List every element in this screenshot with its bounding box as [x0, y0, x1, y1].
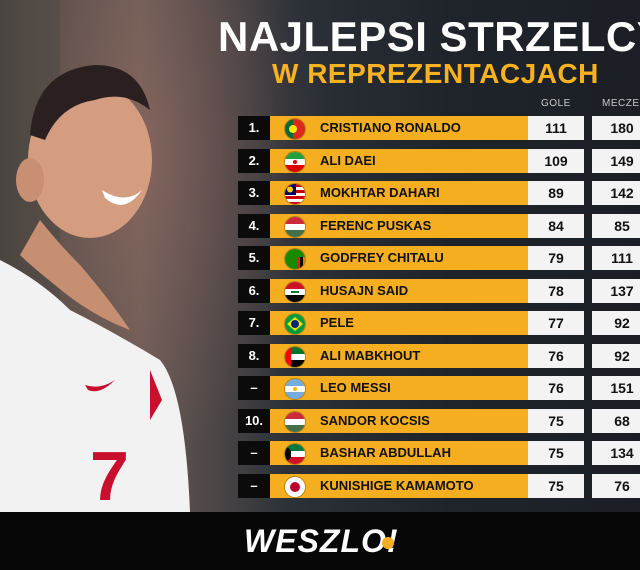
player-name: MOKHTAR DAHARI — [320, 185, 440, 200]
apps-value: 85 — [592, 213, 640, 238]
portugal-flag-icon — [284, 118, 306, 140]
player-name: FERENC PUSKAS — [320, 217, 432, 233]
player-bar — [270, 116, 556, 140]
apps-value: 134 — [592, 441, 640, 465]
hungary-flag-icon — [284, 215, 306, 238]
player-bar — [270, 343, 556, 368]
rank-label: 1. — [238, 116, 270, 140]
footer-bar — [0, 512, 640, 570]
brazil-flag-icon — [284, 313, 306, 335]
table-row: 8. ALI MABKHOUT 76 92 — [238, 343, 640, 368]
table-row: – BASHAR ABDULLAH 75 134 — [238, 441, 640, 465]
table-row: 1. CRISTIANO RONALDO 111 180 — [238, 116, 640, 140]
player-name: PELE — [320, 315, 354, 330]
apps-value: 137 — [592, 278, 640, 303]
player-name: ALI MABKHOUT — [320, 347, 421, 363]
iran-flag-icon — [284, 150, 306, 173]
player-bar — [270, 213, 556, 238]
apps-value: 92 — [592, 311, 640, 335]
rank-label: – — [238, 441, 270, 465]
goals-value: 111 — [528, 116, 584, 140]
apps-value: 151 — [592, 376, 640, 400]
goals-value: 76 — [528, 376, 584, 400]
player-name: CRISTIANO RONALDO — [320, 120, 461, 135]
player-name: BASHAR ABDULLAH — [320, 445, 451, 460]
player-name: ALI DAEI — [320, 152, 376, 168]
goals-value: 75 — [528, 408, 584, 433]
zambia-flag-icon — [284, 248, 306, 270]
apps-value: 180 — [592, 116, 640, 140]
player-name: SANDOR KOCSIS — [320, 412, 430, 428]
goals-value: 76 — [528, 343, 584, 368]
player-bar — [270, 181, 556, 205]
player-bar — [270, 441, 556, 465]
rank-label: 8. — [238, 343, 270, 368]
svg-text:7: 7 — [90, 437, 129, 512]
player-bar — [270, 278, 556, 303]
player-bar — [270, 246, 556, 270]
argentina-flag-icon — [284, 378, 306, 400]
hungary-flag-icon — [284, 410, 306, 433]
rank-label: 3. — [238, 181, 270, 205]
uae-flag-icon — [284, 345, 306, 368]
malaysia-flag-icon — [284, 183, 306, 205]
player-bar — [270, 376, 556, 400]
page-subtitle: W REPREZENTACJACH — [272, 58, 599, 89]
table-row: 2. ALI DAEI 109 149 — [238, 148, 640, 173]
rank-label: – — [238, 473, 270, 498]
rank-label: 6. — [238, 278, 270, 303]
table-row: 10. SANDOR KOCSIS 75 68 — [238, 408, 640, 433]
goals-value: 79 — [528, 246, 584, 270]
apps-value: 92 — [592, 343, 640, 368]
apps-column-header: MECZE — [602, 98, 640, 109]
kuwait-flag-icon — [284, 443, 306, 465]
iraq-flag-icon — [284, 280, 306, 303]
goals-value: 77 — [528, 311, 584, 335]
table-row: – LEO MESSI 76 151 — [238, 376, 640, 400]
japan-flag-icon — [284, 475, 306, 498]
player-name: HUSAJN SAID — [320, 282, 409, 298]
rank-label: 4. — [238, 213, 270, 238]
table-row: 5. GODFREY CHITALU 79 111 — [238, 246, 640, 270]
rank-label: 2. — [238, 148, 270, 173]
goals-value: 109 — [528, 148, 584, 173]
apps-value: 142 — [592, 181, 640, 205]
apps-value: 76 — [592, 473, 640, 498]
apps-value: 149 — [592, 148, 640, 173]
goals-value: 78 — [528, 278, 584, 303]
player-photo: 7 — [0, 65, 190, 512]
player-bar — [270, 408, 556, 433]
goals-value: 75 — [528, 441, 584, 465]
rank-label: 10. — [238, 408, 270, 433]
football-icon — [382, 537, 394, 549]
goals-column-header: GOLE — [541, 98, 571, 109]
goals-value: 84 — [528, 213, 584, 238]
table-row: 4. FERENC PUSKAS 84 85 — [238, 213, 640, 238]
table-row: 7. PELE 77 92 — [238, 311, 640, 335]
goals-value: 75 — [528, 473, 584, 498]
page-title: NAJLEPSI STRZELCY — [218, 13, 640, 60]
rank-label: 5. — [238, 246, 270, 270]
rank-label: 7. — [238, 311, 270, 335]
rank-label: – — [238, 376, 270, 400]
apps-value: 111 — [592, 246, 640, 270]
table-row: – KUNISHIGE KAMAMOTO 75 76 — [238, 473, 640, 498]
player-bar — [270, 473, 556, 498]
goals-value: 89 — [528, 181, 584, 205]
apps-value: 68 — [592, 408, 640, 433]
weszlo-logo: WESZLO! — [244, 523, 399, 559]
player-name: GODFREY CHITALU — [320, 250, 444, 265]
player-bar — [270, 148, 556, 173]
player-name: KUNISHIGE KAMAMOTO — [320, 477, 474, 493]
player-name: LEO MESSI — [320, 380, 391, 395]
table-row: 6. HUSAJN SAID 78 137 — [238, 278, 640, 303]
player-bar — [270, 311, 556, 335]
table-row: 3. MOKHTAR DAHARI 89 142 — [238, 181, 640, 205]
